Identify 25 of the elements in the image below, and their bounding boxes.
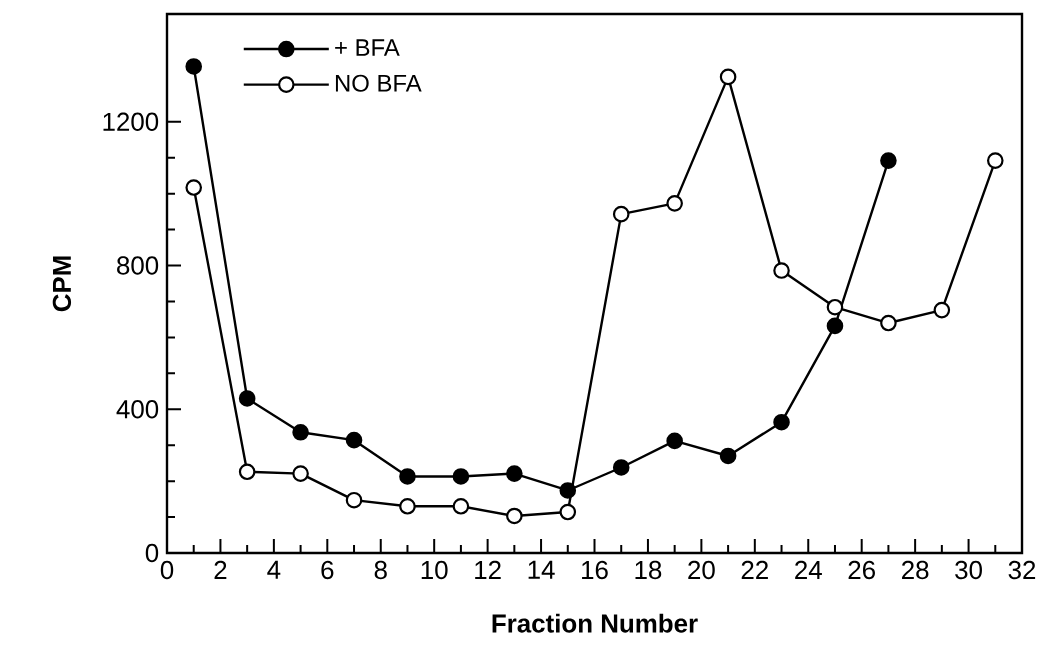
x-tick-label: 0 <box>160 560 174 580</box>
x-axis-title: Fraction Number <box>492 613 698 633</box>
y-tick-label: 800 <box>117 256 159 275</box>
x-tick-label: 6 <box>321 560 334 580</box>
y-tick-label: 400 <box>116 400 159 419</box>
x-tick-label: 8 <box>374 560 387 580</box>
x-tick-label: 22 <box>741 560 768 579</box>
x-tick-label: 14 <box>528 560 555 579</box>
legend-label: NO BFA <box>335 74 422 92</box>
legend-label: + BFA <box>335 39 400 56</box>
x-tick-label: 32 <box>1008 560 1036 580</box>
x-tick-label: 20 <box>688 560 715 580</box>
x-tick-label: 2 <box>214 560 227 579</box>
x-tick-label: 24 <box>795 560 822 579</box>
x-tick-label: 18 <box>635 560 662 580</box>
x-tick-label: 30 <box>955 560 982 580</box>
y-axis-title: CPM <box>52 256 72 312</box>
x-tick-label: 4 <box>267 560 281 579</box>
x-tick-label: 28 <box>902 560 929 580</box>
x-tick-label: 16 <box>582 560 608 580</box>
y-tick-label: 1200 <box>103 112 159 131</box>
y-tick-label: 0 <box>145 543 159 563</box>
x-tick-label: 12 <box>475 560 501 579</box>
x-tick-label: 26 <box>848 560 875 580</box>
x-tick-label: 10 <box>421 560 448 580</box>
